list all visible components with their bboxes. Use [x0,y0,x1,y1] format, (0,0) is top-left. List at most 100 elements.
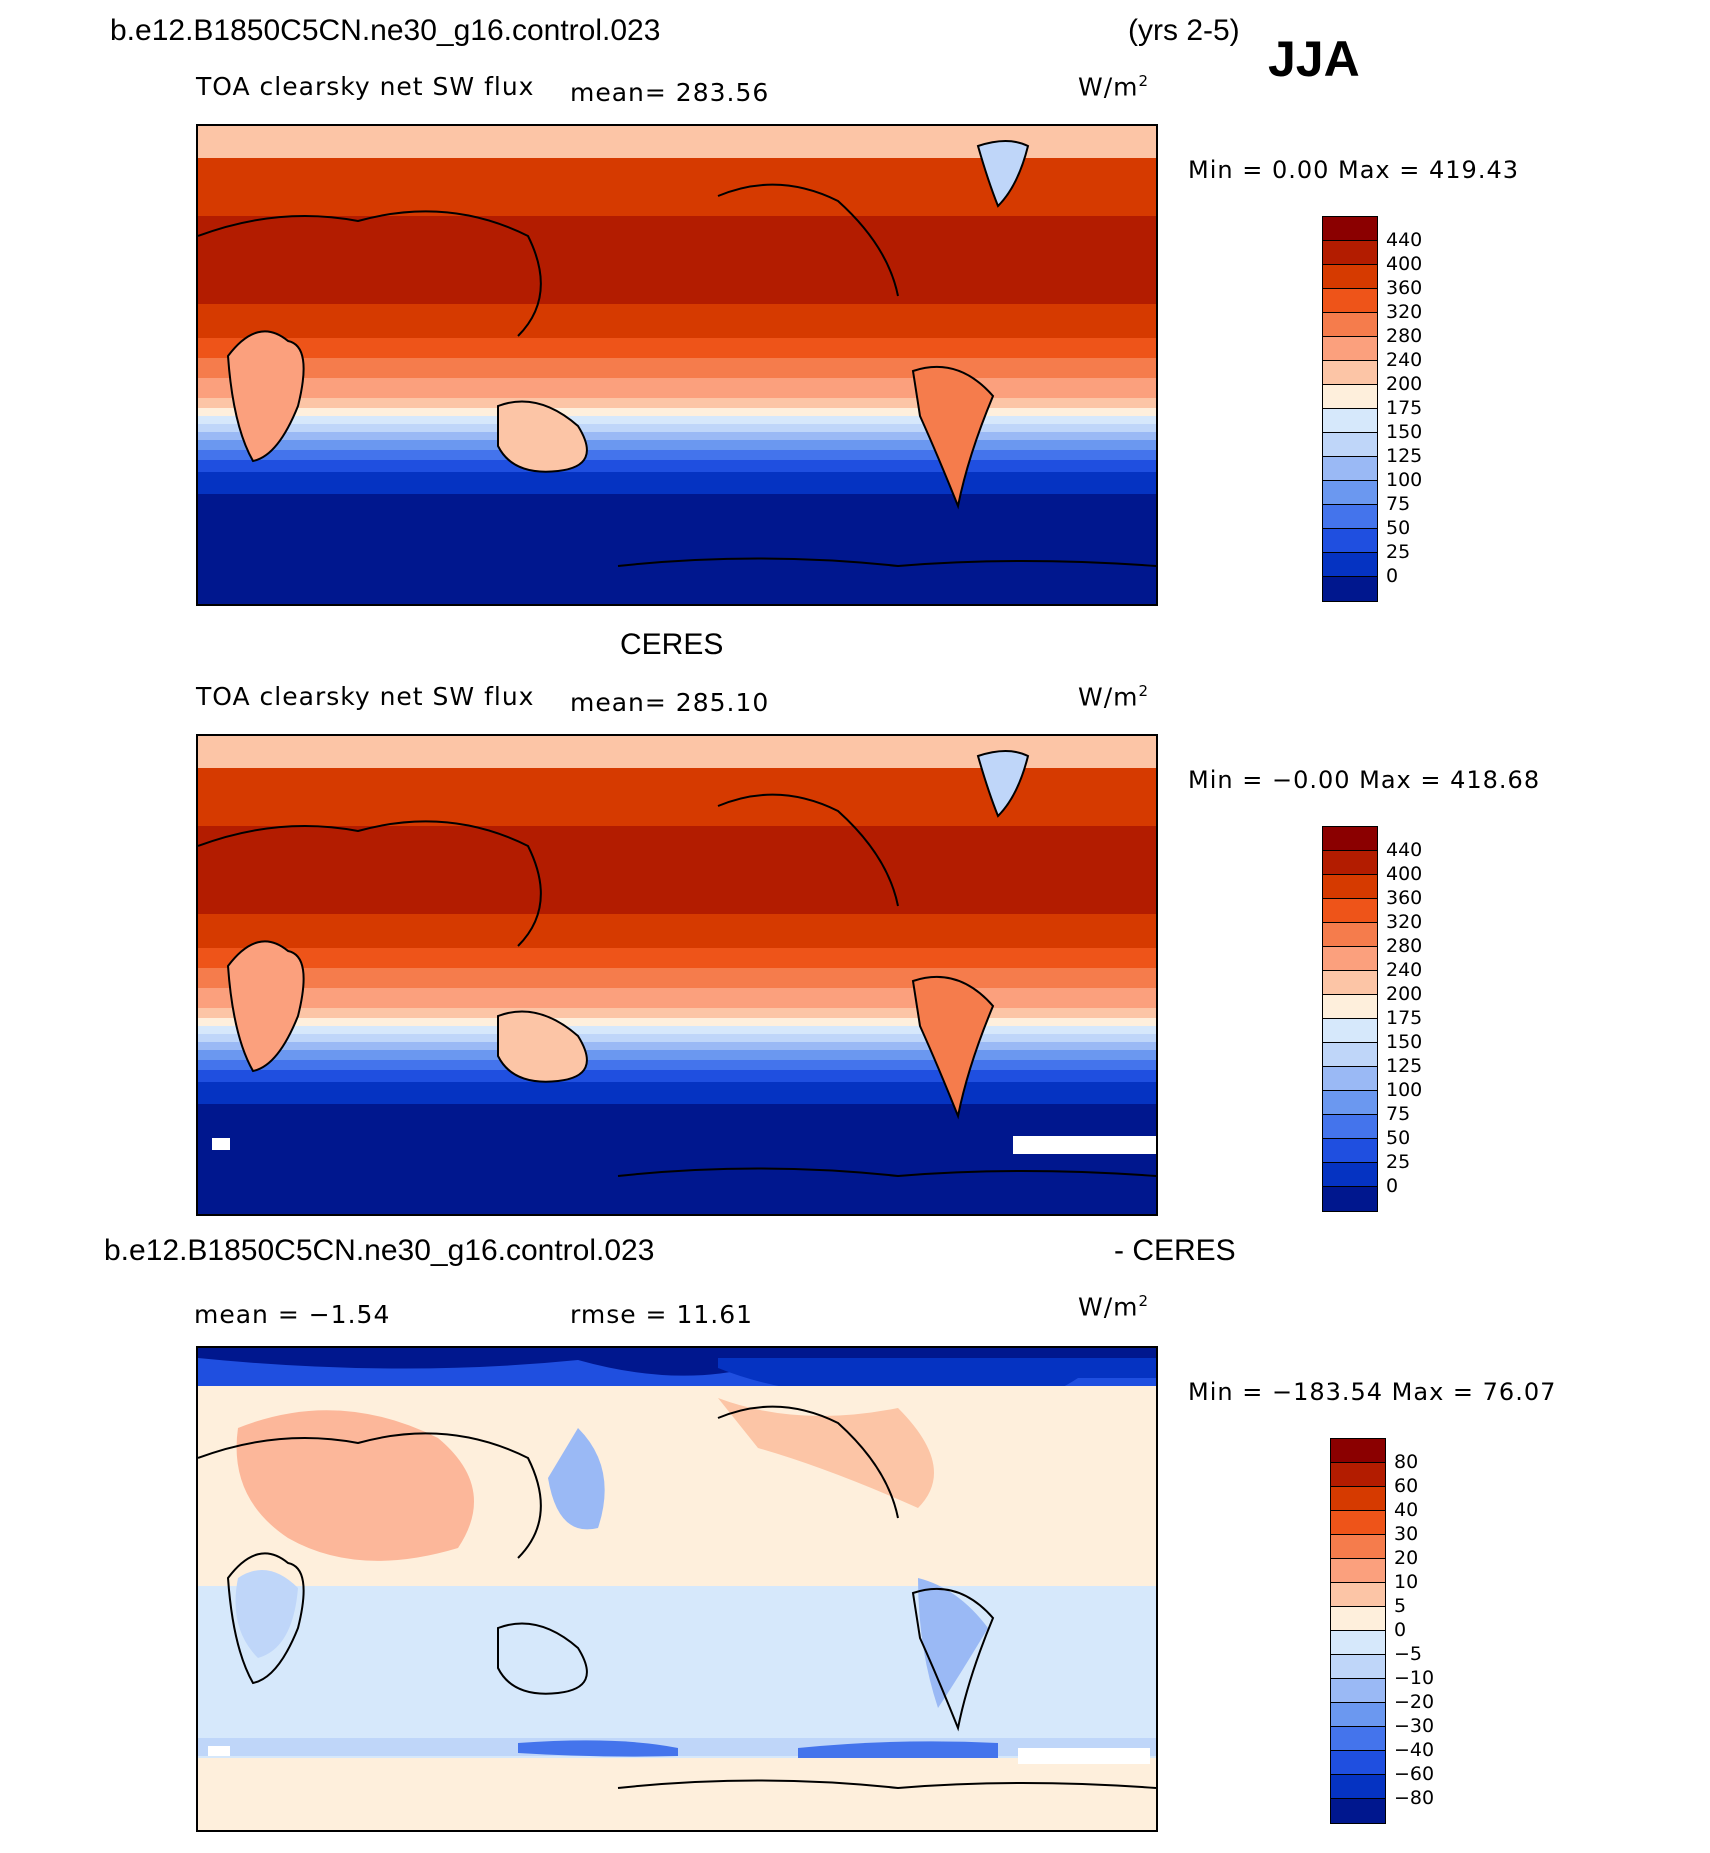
obs-land-shapes [198,750,1156,1178]
colorbar-tick-label: 60 [1394,1475,1419,1497]
colorbar-segment [1323,827,1377,851]
panel-obs-map [196,734,1158,1216]
diff-land-shapes [198,1405,1156,1790]
panel-model-map [196,124,1158,606]
colorbar-tick-label: 25 [1386,1151,1411,1173]
panel-obs-minmax: Min = −0.00 Max = 418.68 [1188,766,1541,794]
colorbar-segment [1323,481,1377,505]
model-land-shapes [198,140,1156,568]
panel-diff-map [196,1346,1158,1832]
colorbar-tick-label: 175 [1386,397,1423,419]
colorbar-tick-label: 10 [1394,1571,1419,1593]
obs-missing-data-patch [1013,1136,1156,1154]
colorbar-segment [1323,457,1377,481]
colorbar-tick-label: 25 [1386,541,1411,563]
colorbar-tick-label: 175 [1386,1007,1423,1029]
colorbar-segment [1323,265,1377,289]
colorbar-segment [1331,1511,1385,1535]
colorbar-tick-label: 20 [1394,1547,1419,1569]
colorbar-tick-label: 75 [1386,1103,1411,1125]
colorbar-segment [1323,289,1377,313]
colorbar-segment [1323,1043,1377,1067]
colorbar-segment [1323,241,1377,265]
panel-obs-mean: mean= 285.10 [570,688,770,717]
colorbar-tick-label: 50 [1386,517,1411,539]
colorbar-tick-label: 320 [1386,911,1423,933]
colorbar-tick-label: 200 [1386,983,1423,1005]
colorbar-segment [1323,313,1377,337]
diff-missing-data-patch [1018,1748,1150,1764]
colorbar-segment [1323,1187,1377,1211]
panel-diff-title-suffix: - CERES [1114,1234,1236,1267]
colorbar-segment [1331,1631,1385,1655]
colorbar-segment [1323,1019,1377,1043]
colorbar-tick-label: −10 [1394,1667,1435,1689]
colorbar-segment [1323,385,1377,409]
colorbar-tick-label: −60 [1394,1763,1435,1785]
panel-model-colorbar [1322,216,1378,602]
colorbar-tick-label: −20 [1394,1691,1435,1713]
colorbar-segment [1323,577,1377,601]
colorbar-tick-label: 240 [1386,349,1423,371]
colorbar-segment [1331,1583,1385,1607]
colorbar-tick-label: 150 [1386,421,1423,443]
colorbar-segment [1323,529,1377,553]
model-map-canvas [198,126,1156,604]
colorbar-segment [1323,971,1377,995]
colorbar-tick-label: 100 [1386,469,1423,491]
diff-map-canvas [198,1348,1156,1830]
colorbar-segment [1323,553,1377,577]
panel-obs-title: CERES [620,628,724,661]
colorbar-segment [1331,1679,1385,1703]
colorbar-tick-label: 0 [1386,1175,1399,1197]
colorbar-tick-label: 240 [1386,959,1423,981]
colorbar-segment [1323,1067,1377,1091]
colorbar-segment [1331,1751,1385,1775]
colorbar-tick-label: 0 [1394,1619,1407,1641]
colorbar-segment [1323,875,1377,899]
colorbar-segment [1331,1607,1385,1631]
colorbar-tick-label: 280 [1386,935,1423,957]
years-label: (yrs 2-5) [1128,14,1240,47]
colorbar-tick-label: 320 [1386,301,1423,323]
colorbar-segment [1323,337,1377,361]
colorbar-segment [1323,433,1377,457]
colorbar-tick-label: 360 [1386,277,1423,299]
colorbar-tick-label: 200 [1386,373,1423,395]
season-label: JJA [1268,31,1360,87]
colorbar-tick-label: 75 [1386,493,1411,515]
colorbar-tick-label: 5 [1394,1595,1407,1617]
colorbar-segment [1323,947,1377,971]
colorbar-tick-label: 100 [1386,1079,1423,1101]
colorbar-segment [1323,1139,1377,1163]
obs-map-canvas [198,736,1156,1214]
colorbar-tick-label: 150 [1386,1031,1423,1053]
colorbar-tick-label: 400 [1386,253,1423,275]
colorbar-segment [1331,1799,1385,1823]
colorbar-segment [1323,409,1377,433]
panel-obs-units: W/m2 [1078,682,1150,712]
colorbar-segment [1323,1091,1377,1115]
colorbar-segment [1323,361,1377,385]
colorbar-segment [1331,1727,1385,1751]
colorbar-tick-label: −80 [1394,1787,1435,1809]
colorbar-tick-label: 0 [1386,565,1399,587]
colorbar-tick-label: 125 [1386,1055,1423,1077]
panel-diff-rmse: rmse = 11.61 [570,1300,754,1329]
colorbar-segment [1331,1703,1385,1727]
panel-model-mean: mean= 283.56 [570,78,770,107]
panel-obs-colorbar [1322,826,1378,1212]
colorbar-segment [1331,1439,1385,1463]
obs-missing-data-patch [212,1138,230,1150]
colorbar-segment [1323,1115,1377,1139]
colorbar-segment [1323,923,1377,947]
colorbar-tick-label: 440 [1386,229,1423,251]
colorbar-segment [1323,851,1377,875]
colorbar-segment [1331,1655,1385,1679]
colorbar-segment [1331,1775,1385,1799]
panel-model-minmax: Min = 0.00 Max = 419.43 [1188,156,1519,184]
colorbar-segment [1331,1463,1385,1487]
panel-diff-minmax: Min = −183.54 Max = 76.07 [1188,1378,1557,1406]
colorbar-tick-label: 40 [1394,1499,1419,1521]
colorbar-tick-label: −40 [1394,1739,1435,1761]
